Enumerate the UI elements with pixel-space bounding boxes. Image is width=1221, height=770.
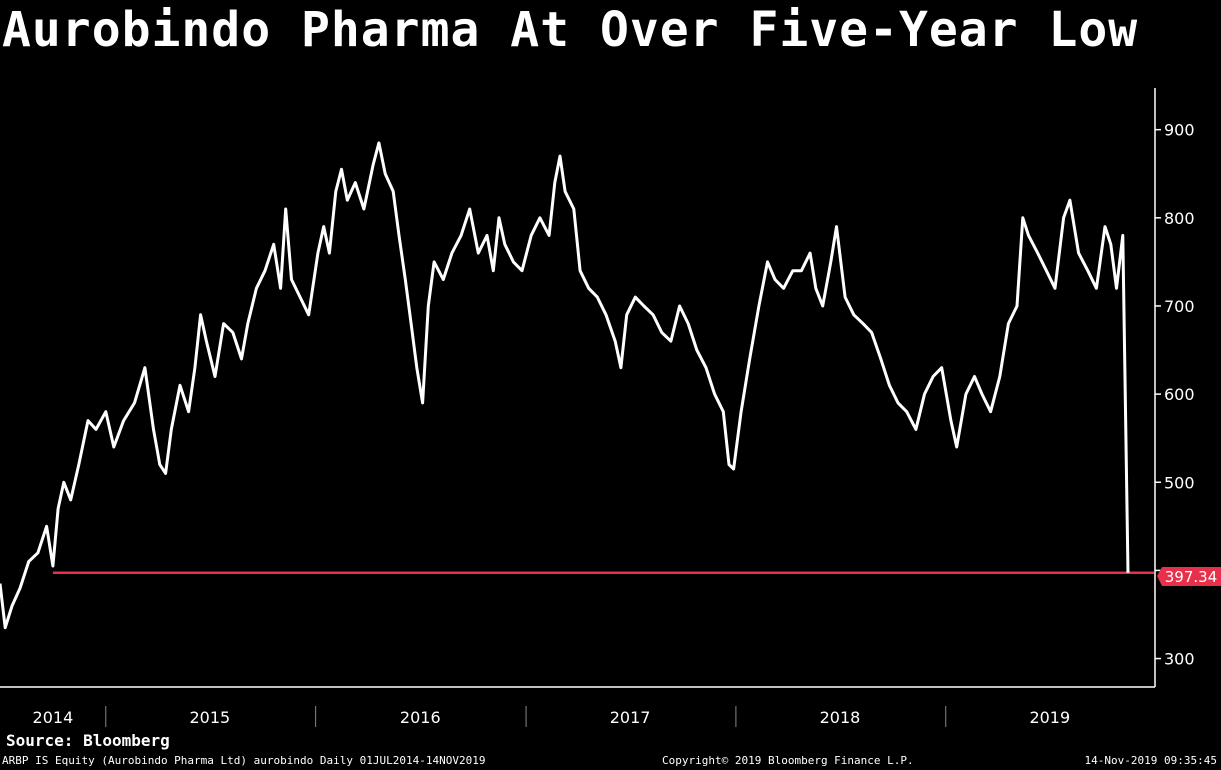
- x-tick-label: 2019: [1029, 708, 1070, 727]
- y-tick-label: 600: [1164, 385, 1195, 404]
- copyright-notice: Copyright© 2019 Bloomberg Finance L.P.: [662, 754, 914, 767]
- y-tick-label: 300: [1164, 650, 1195, 669]
- chart-title: Aurobindo Pharma At Over Five-Year Low: [2, 2, 1139, 58]
- x-tick-label: 2014: [33, 708, 74, 727]
- price-series-line: [0, 141, 1130, 630]
- source-label: Source: Bloomberg: [6, 731, 170, 750]
- x-tick-label: 2017: [610, 708, 651, 727]
- y-tick-label: 900: [1164, 121, 1195, 140]
- x-axis-ticks: 2014 2015 2016 2017 2018 2019: [33, 706, 1070, 727]
- last-value-label: 397.34: [1165, 568, 1218, 586]
- x-tick-label: 2018: [820, 708, 861, 727]
- y-tick-label: 700: [1164, 297, 1195, 316]
- plot-area: [0, 141, 1154, 630]
- security-description: ARBP IS Equity (Aurobindo Pharma Ltd) au…: [2, 754, 486, 767]
- last-value-marker: 397.34: [1157, 567, 1221, 586]
- x-tick-label: 2015: [189, 708, 230, 727]
- y-axis-ticks: 300 500 600 700 800 900: [1155, 121, 1195, 669]
- x-tick-label: 2016: [400, 708, 441, 727]
- timestamp: 14-Nov-2019 09:35:45: [1084, 754, 1217, 767]
- y-tick-label: 800: [1164, 209, 1195, 228]
- y-tick-label: 500: [1164, 473, 1195, 492]
- last-value-badge: [1157, 567, 1221, 586]
